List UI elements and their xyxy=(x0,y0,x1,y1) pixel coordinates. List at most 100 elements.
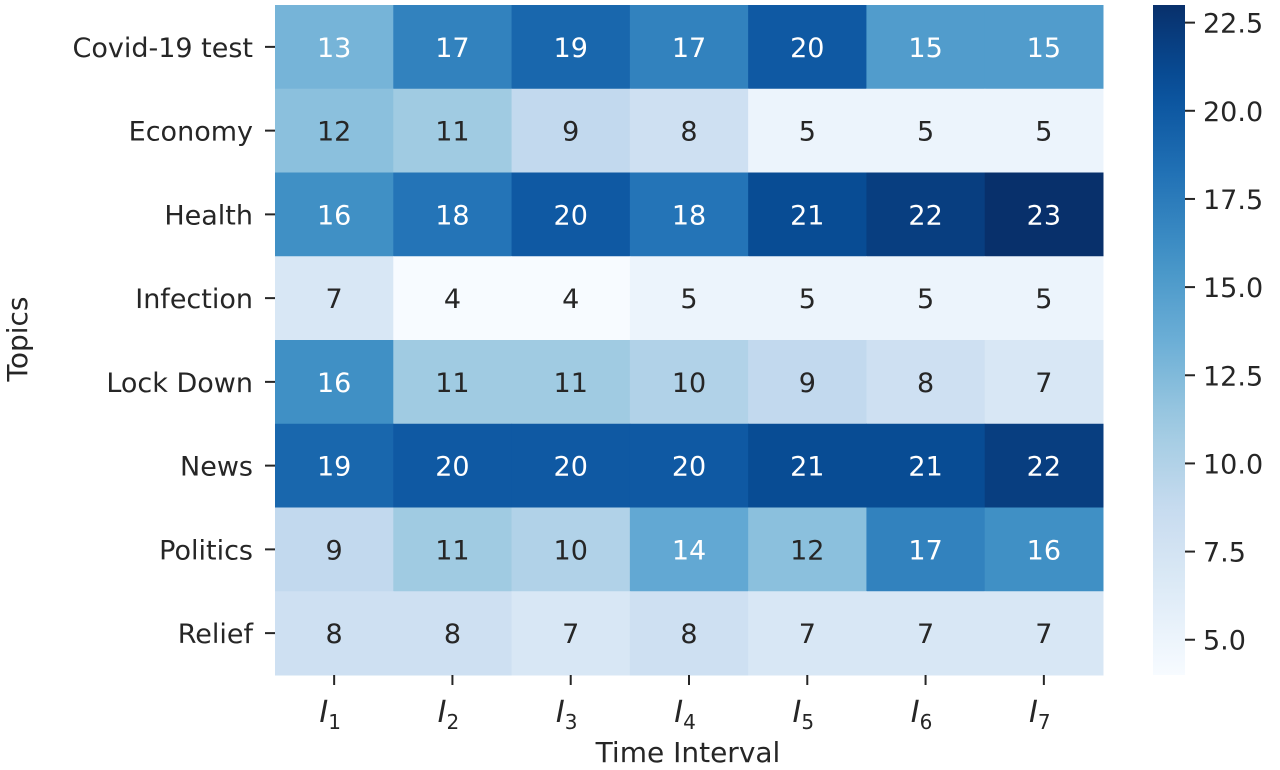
heatmap-cell xyxy=(629,423,749,508)
cell-value-label: 7 xyxy=(326,284,343,315)
heatmap-cell xyxy=(866,591,986,676)
cell-value-label: 5 xyxy=(799,117,816,148)
x-tick-label: I5 xyxy=(792,695,814,734)
heatmap-cell xyxy=(866,256,986,341)
heatmap-cell xyxy=(275,172,394,257)
cell-value-label: 11 xyxy=(435,368,469,399)
heatmap-cell xyxy=(275,340,394,425)
cell-value-label: 19 xyxy=(317,452,351,483)
heatmap-cell xyxy=(275,5,394,90)
heatmap-cell xyxy=(984,423,1104,508)
heatmap-cell xyxy=(511,507,631,592)
colorbar-tick-label: 20.0 xyxy=(1203,97,1263,128)
heatmap-cell xyxy=(748,88,867,173)
colorbar-tick-label: 22.5 xyxy=(1203,9,1263,40)
heatmap-cell xyxy=(748,340,867,425)
colorbar-tick-label: 12.5 xyxy=(1203,361,1263,392)
cell-value-label: 14 xyxy=(672,535,706,566)
heatmap-cell xyxy=(393,340,513,425)
cell-value-label: 20 xyxy=(435,452,469,483)
heatmap-cell xyxy=(511,256,631,341)
heatmap-cell xyxy=(866,5,986,90)
cell-value-label: 11 xyxy=(435,535,469,566)
cell-value-label: 7 xyxy=(799,619,816,650)
cell-value-label: 9 xyxy=(562,117,579,148)
cell-value-label: 8 xyxy=(444,619,461,650)
heatmap-cell xyxy=(748,507,867,592)
cell-value-label: 21 xyxy=(790,452,824,483)
cell-value-label: 8 xyxy=(680,619,697,650)
cell-value-label: 7 xyxy=(1035,368,1052,399)
cell-value-label: 4 xyxy=(444,284,461,315)
cell-value-label: 13 xyxy=(317,33,351,64)
cell-value-label: 16 xyxy=(1027,535,1061,566)
heatmap-cell xyxy=(984,88,1104,173)
heatmap-cell-labels: 13 17 19 17 20 15 15 12 11 9 8 5 5 5 16 18 20 18 21 22 23 7 4 4… xyxy=(317,33,1061,650)
y-tick-label: Lock Down xyxy=(106,368,253,399)
heatmap-cell xyxy=(511,423,631,508)
cell-value-label: 17 xyxy=(672,33,706,64)
y-tick-label: Politics xyxy=(159,535,253,566)
cell-value-label: 7 xyxy=(917,619,934,650)
cell-value-label: 20 xyxy=(672,452,706,483)
cell-value-label: 5 xyxy=(799,284,816,315)
heatmap-cell xyxy=(511,5,631,90)
cell-value-label: 20 xyxy=(554,452,588,483)
cell-value-label: 17 xyxy=(435,33,469,64)
cell-value-label: 20 xyxy=(554,200,588,231)
colorbar-tick-label: 10.0 xyxy=(1203,449,1263,480)
x-axis-ticks: I1 I2 I3 I4 I5 I6 I7 xyxy=(319,675,1051,734)
heatmap-cell xyxy=(866,423,986,508)
y-tick-label: Infection xyxy=(135,284,253,315)
cell-value-label: 15 xyxy=(908,33,942,64)
cell-value-label: 19 xyxy=(554,33,588,64)
heatmap-cell xyxy=(866,172,986,257)
y-tick-label: Relief xyxy=(178,619,255,650)
heatmap-cell xyxy=(393,423,513,508)
heatmap-cell xyxy=(748,172,867,257)
cell-value-label: 17 xyxy=(908,535,942,566)
colorbar-tick-label: 17.5 xyxy=(1203,185,1263,216)
cell-value-label: 7 xyxy=(1035,619,1052,650)
cell-value-label: 15 xyxy=(1027,33,1061,64)
heatmap-cell xyxy=(748,5,867,90)
heatmap-cell xyxy=(275,591,394,676)
cell-value-label: 4 xyxy=(562,284,579,315)
cell-value-label: 7 xyxy=(562,619,579,650)
cell-value-label: 10 xyxy=(554,535,588,566)
heatmap-cell xyxy=(866,507,986,592)
cell-value-label: 8 xyxy=(917,368,934,399)
y-tick-label: Health xyxy=(164,200,253,231)
heatmap-cell xyxy=(629,507,749,592)
heatmap-cell xyxy=(629,256,749,341)
heatmap-cell xyxy=(629,340,749,425)
colorbar-tick-label: 15.0 xyxy=(1203,273,1263,304)
cell-value-label: 5 xyxy=(1035,284,1052,315)
heatmap-cell xyxy=(511,340,631,425)
cell-value-label: 5 xyxy=(917,117,934,148)
heatmap-cell xyxy=(984,507,1104,592)
heatmap-cell xyxy=(275,423,394,508)
x-tick-label: I4 xyxy=(674,695,696,734)
colorbar-tick-label: 5.0 xyxy=(1203,626,1246,657)
heatmap-cell xyxy=(275,88,394,173)
heatmap-cell xyxy=(984,591,1104,676)
cell-value-label: 21 xyxy=(908,452,942,483)
x-tick-label: I7 xyxy=(1029,695,1051,734)
heatmap-cell xyxy=(275,507,394,592)
colorbar-ticks: 5.0 7.5 10.0 12.5 15.0 17.5 20.0 22.5 xyxy=(1185,9,1263,657)
y-tick-label: News xyxy=(180,452,253,483)
cell-value-label: 9 xyxy=(326,535,343,566)
heatmap-cell xyxy=(748,591,867,676)
heatmap-cell xyxy=(511,591,631,676)
x-tick-label: I6 xyxy=(911,695,933,734)
heatmap-cell xyxy=(629,172,749,257)
heatmap-cell xyxy=(393,591,513,676)
y-tick-label: Covid-19 test xyxy=(72,33,253,64)
cell-value-label: 16 xyxy=(317,200,351,231)
heatmap-cell xyxy=(984,340,1104,425)
heatmap-cell xyxy=(275,256,394,341)
x-tick-label: I3 xyxy=(556,695,578,734)
heatmap-cell xyxy=(984,5,1104,90)
